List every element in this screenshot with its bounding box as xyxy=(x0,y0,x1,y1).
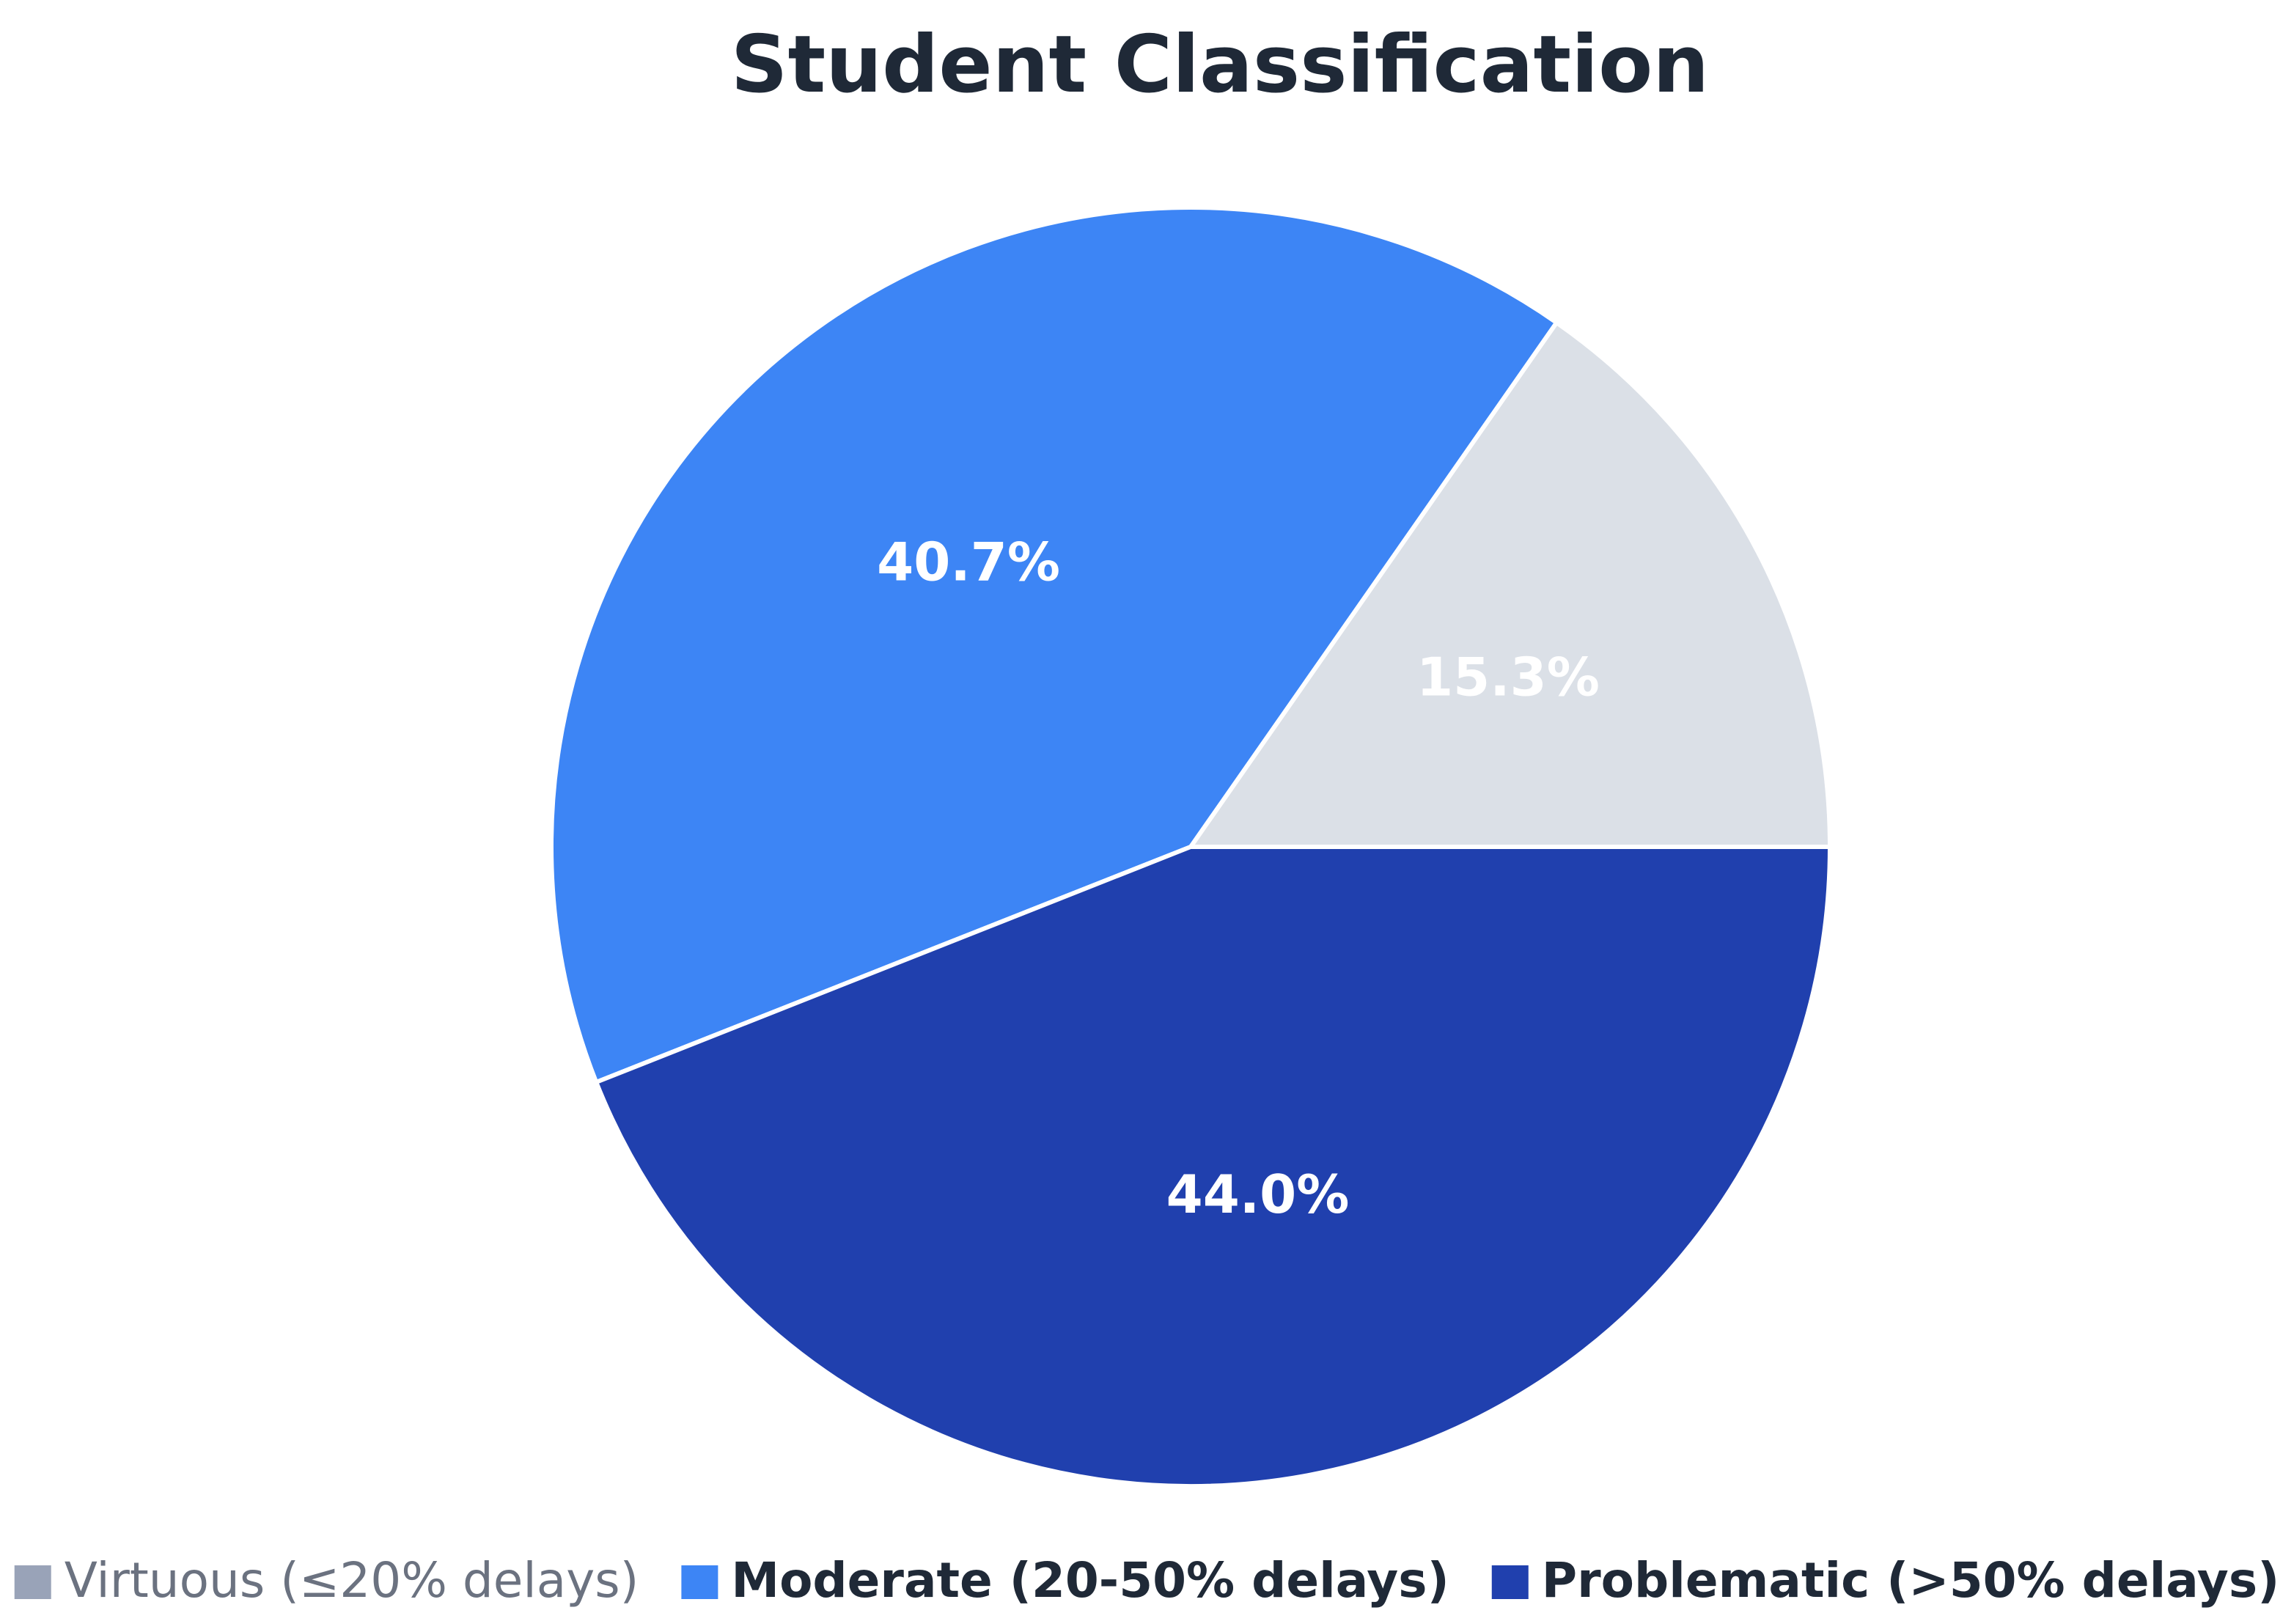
pie-slice-problematic[interactable] xyxy=(594,845,1832,1488)
slice-label-moderate: 40.7% xyxy=(877,532,1060,593)
legend-label-moderate: Moderate (20-50% delays) xyxy=(731,1552,1449,1609)
legend-swatch-moderate xyxy=(681,1565,718,1599)
legend-swatch-problematic xyxy=(1491,1565,1529,1599)
pie-slice-moderate[interactable] xyxy=(549,205,1559,1084)
pie-slice-virtuous[interactable] xyxy=(1188,320,1832,849)
slice-label-problematic: 44.0% xyxy=(1166,1164,1350,1225)
pie-slices xyxy=(549,205,1832,1488)
legend-item-problematic[interactable]: Problematic (>50% delays) xyxy=(1491,1552,2280,1609)
legend-label-problematic: Problematic (>50% delays) xyxy=(1542,1552,2280,1609)
legend-label-virtuous: Virtuous (≤20% delays) xyxy=(65,1552,639,1609)
legend-item-moderate[interactable]: Moderate (20-50% delays) xyxy=(681,1552,1449,1609)
legend-item-virtuous[interactable]: Virtuous (≤20% delays) xyxy=(14,1552,639,1609)
legend-swatch-virtuous xyxy=(14,1565,51,1599)
slice-label-virtuous: 15.3% xyxy=(1416,647,1600,708)
legend: Virtuous (≤20% delays) Moderate (20-50% d… xyxy=(14,1552,2280,1609)
pie-slice-labels: 15.3% 40.7% 44.0% xyxy=(877,532,1600,1226)
chart-title: Student Classification xyxy=(731,19,1709,111)
